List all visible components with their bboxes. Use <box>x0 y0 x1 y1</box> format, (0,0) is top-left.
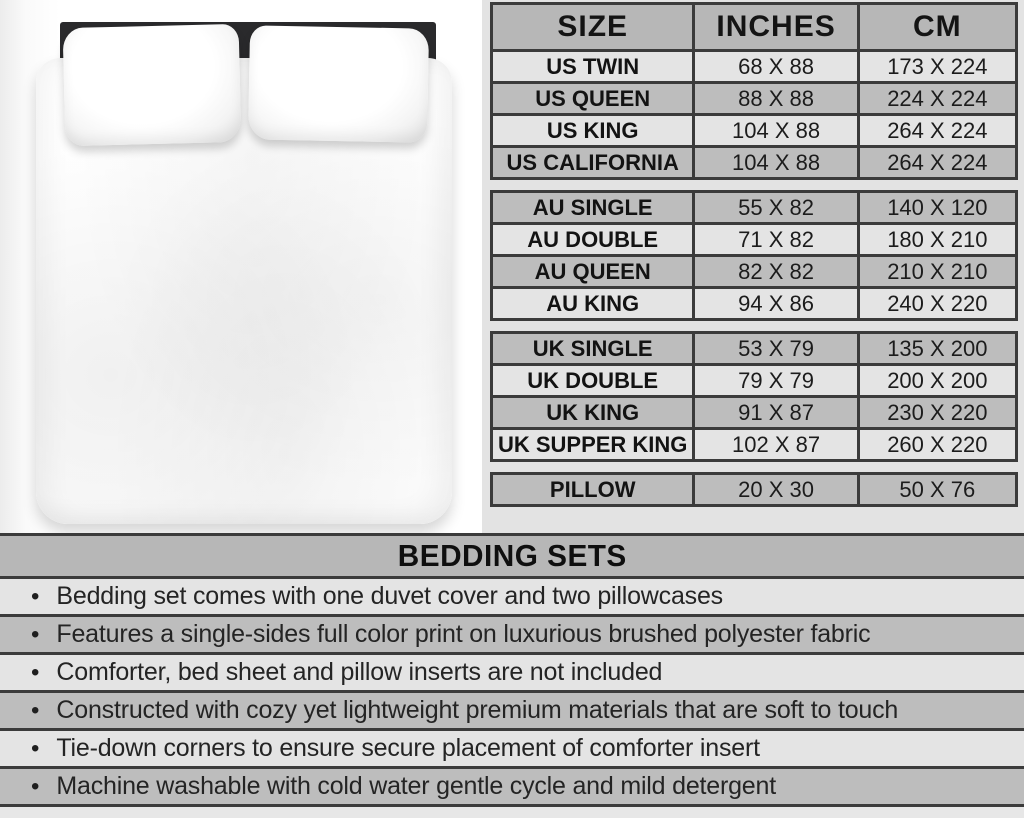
bullet-row: • Machine washable with cold water gentle… <box>0 769 1024 807</box>
inches-value-cell: 88 X 88 <box>692 84 856 113</box>
size-name-cell: UK SINGLE <box>532 335 653 361</box>
size-table-row: US QUEEN 88 X 88 224 X 224 <box>493 81 1015 113</box>
cm-value-cell: 200 X 200 <box>856 366 1015 395</box>
bullet-dot-icon: • <box>31 582 40 610</box>
bullet-dot-icon: • <box>31 734 40 762</box>
bullet-row: • Features a single-sides full color prin… <box>0 617 1024 655</box>
inches-value-cell: 91 X 87 <box>692 398 856 427</box>
inches-value-cell: 82 X 82 <box>692 257 856 286</box>
cm-value-cell: 224 X 224 <box>856 84 1015 113</box>
size-table-row: AU DOUBLE 71 X 82 180 X 210 <box>493 222 1015 254</box>
inches-value-cell: 68 X 88 <box>692 52 856 81</box>
inches-value-cell: 104 X 88 <box>692 116 856 145</box>
size-name-cell: AU QUEEN <box>534 258 651 284</box>
size-table-group-pillow: PILLOW 20 X 30 50 X 76 <box>490 472 1018 507</box>
size-name-cell: US TWIN <box>546 53 640 79</box>
bedding-sets-section: BEDDING SETS • Bedding set comes with one… <box>0 533 1024 807</box>
bedding-product-photo <box>0 0 482 533</box>
size-table-row: AU KING 94 X 86 240 X 220 <box>493 286 1015 318</box>
cm-value-cell: 230 X 220 <box>856 398 1015 427</box>
cm-value-cell: 135 X 200 <box>856 334 1015 363</box>
inches-value-cell: 94 X 86 <box>692 289 856 318</box>
size-name-cell: US CALIFORNIA <box>506 149 679 175</box>
size-table-group-uk: UK SINGLE 53 X 79 135 X 200 UK DOUBLE 79 X 7… <box>490 331 1018 462</box>
size-name-cell: AU DOUBLE <box>527 226 659 252</box>
size-table-row: AU SINGLE 55 X 82 140 X 120 <box>493 193 1015 222</box>
cm-value-cell: 264 X 224 <box>856 148 1015 177</box>
cm-value-cell: 180 X 210 <box>856 225 1015 254</box>
size-table-row: UK KING 91 X 87 230 X 220 <box>493 395 1015 427</box>
size-table-group-au: AU SINGLE 55 X 82 140 X 120 AU DOUBLE 71 X 8… <box>490 190 1018 321</box>
inches-value-cell: 20 X 30 <box>692 475 856 504</box>
inches-value-cell: 55 X 82 <box>692 193 856 222</box>
bullet-dot-icon: • <box>31 658 40 686</box>
size-name-cell: UK KING <box>546 399 640 425</box>
size-name-cell: US KING <box>546 117 639 143</box>
bullet-row: • Constructed with cozy yet lightweight p… <box>0 693 1024 731</box>
bullet-text: Features a single-sides full color print… <box>56 620 871 648</box>
bedding-sets-title: BEDDING SETS <box>397 538 627 573</box>
pillowcase-left-image <box>62 23 242 147</box>
size-table-row: US CALIFORNIA 104 X 88 264 X 224 <box>493 145 1015 177</box>
inches-value-cell: 53 X 79 <box>692 334 856 363</box>
inches-value-cell: 102 X 87 <box>692 430 856 459</box>
size-table-header-row: SIZE INCHES CM <box>493 5 1015 49</box>
bullet-dot-icon: • <box>31 696 40 724</box>
cm-value-cell: 173 X 224 <box>856 52 1015 81</box>
size-name-cell: AU KING <box>546 290 640 316</box>
bullet-row: • Tie-down corners to ensure secure place… <box>0 731 1024 769</box>
bedding-sets-title-bar: BEDDING SETS <box>0 533 1024 579</box>
bullet-text: Constructed with cozy yet lightweight pr… <box>56 696 899 724</box>
inches-value-cell: 71 X 82 <box>692 225 856 254</box>
size-table-row: UK SUPPER KING 102 X 87 260 X 220 <box>493 427 1015 459</box>
size-name-cell: UK SUPPER KING <box>497 431 688 457</box>
size-name-cell: UK DOUBLE <box>527 367 659 393</box>
size-header: SIZE <box>557 10 629 43</box>
size-table-row: US TWIN 68 X 88 173 X 224 <box>493 49 1015 81</box>
bullet-row: • Comforter, bed sheet and pillow inserts… <box>0 655 1024 693</box>
cm-value-cell: 140 X 120 <box>856 193 1015 222</box>
cm-value-cell: 264 X 224 <box>856 116 1015 145</box>
bullet-dot-icon: • <box>31 620 40 648</box>
size-chart-panel: SIZE INCHES CM US TWIN 68 X 88 173 X 224 US QU… <box>482 0 1024 533</box>
size-table-group-us: SIZE INCHES CM US TWIN 68 X 88 173 X 224 US QU… <box>490 2 1018 180</box>
size-name-cell: PILLOW <box>549 476 636 502</box>
size-name-cell: US QUEEN <box>535 85 651 111</box>
cm-value-cell: 210 X 210 <box>856 257 1015 286</box>
cm-header: CM <box>856 5 1015 49</box>
size-table-body: SIZE INCHES CM US TWIN 68 X 88 173 X 224 US QU… <box>490 2 1018 517</box>
bullet-text: Tie-down corners to ensure secure placem… <box>56 734 760 762</box>
size-table-row: AU QUEEN 82 X 82 210 X 210 <box>493 254 1015 286</box>
bullet-row: • Bedding set comes with one duvet cover … <box>0 579 1024 617</box>
size-table-row: US KING 104 X 88 264 X 224 <box>493 113 1015 145</box>
bullet-text: Machine washable with cold water gentle … <box>56 772 776 800</box>
pillowcase-right-image <box>247 25 430 143</box>
inches-header: INCHES <box>692 5 856 49</box>
bedding-bullets: • Bedding set comes with one duvet cover … <box>0 579 1024 807</box>
bullet-text: Comforter, bed sheet and pillow inserts … <box>56 658 663 686</box>
size-table-row: UK DOUBLE 79 X 79 200 X 200 <box>493 363 1015 395</box>
size-table-row: PILLOW 20 X 30 50 X 76 <box>493 475 1015 504</box>
bullet-text: Bedding set comes with one duvet cover a… <box>56 582 723 610</box>
size-table-row: UK SINGLE 53 X 79 135 X 200 <box>493 334 1015 363</box>
cm-value-cell: 240 X 220 <box>856 289 1015 318</box>
size-name-cell: AU SINGLE <box>532 194 653 220</box>
inches-value-cell: 104 X 88 <box>692 148 856 177</box>
bullet-dot-icon: • <box>31 772 40 800</box>
cm-value-cell: 50 X 76 <box>856 475 1015 504</box>
inches-value-cell: 79 X 79 <box>692 366 856 395</box>
cm-value-cell: 260 X 220 <box>856 430 1015 459</box>
